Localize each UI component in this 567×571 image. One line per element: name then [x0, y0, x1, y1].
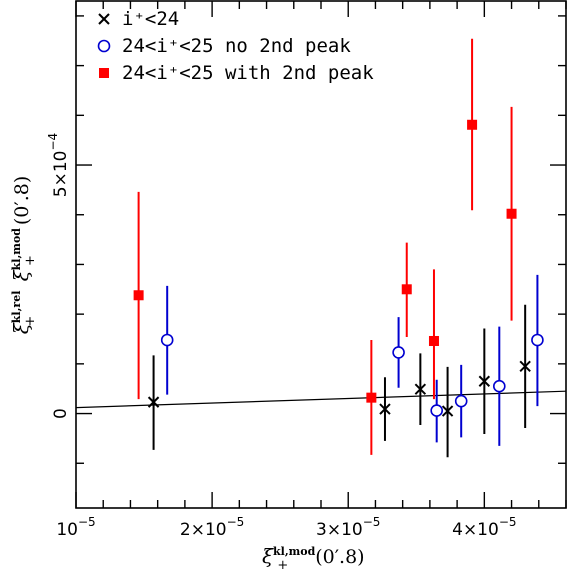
series-3 — [133, 38, 517, 455]
x-axis-title: ξkl,mod + (0′.8) — [262, 544, 365, 571]
legend-marker — [99, 68, 109, 78]
legend: i⁺<24 24<i⁺<25 no 2nd peak 24<i⁺<25 with 2… — [97, 8, 374, 84]
legend-label: i⁺<24 — [122, 8, 179, 30]
x-tick-label: 10−5 — [56, 515, 95, 540]
data-point-square — [506, 208, 517, 219]
y-tick-label: 5×10−4 — [46, 133, 71, 197]
legend-marker — [98, 13, 110, 25]
series-2 — [160, 274, 544, 446]
data-point-cross — [147, 396, 160, 408]
data-point-circle — [392, 346, 405, 359]
data-point-circle — [430, 404, 443, 417]
axis-ticks: 10−5 2×10−5 3×10−5 4×10−5 0 5×10−4 — [46, 1, 567, 540]
data-point-cross — [519, 360, 531, 373]
data-point-circle — [493, 379, 506, 393]
legend-marker — [97, 39, 111, 53]
data-point-cross — [379, 403, 391, 415]
data-point-cross — [478, 375, 491, 387]
x-tick-label: 2×10−5 — [180, 515, 244, 540]
data-point-square — [428, 335, 439, 346]
series-1 — [147, 304, 531, 458]
data-point-circle — [454, 394, 468, 408]
data-point-cross — [414, 383, 427, 395]
y-tick-label: 0 — [51, 408, 71, 419]
y-axis-label: ξkl,rel+ ξkl,mod+(0′.8) — [9, 176, 38, 334]
data-point-cross — [441, 405, 454, 417]
data-point-square — [467, 119, 478, 130]
data-point-square — [133, 290, 144, 301]
data-point-square — [401, 284, 412, 295]
data-points-layer — [133, 38, 544, 458]
data-point-circle — [160, 333, 174, 347]
x-tick-label: 3×10−5 — [316, 515, 380, 540]
data-point-circle — [531, 333, 544, 347]
x-axis-label: ξkl,mod + (0′.8) — [262, 544, 365, 571]
y-axis-title: ξkl,rel+ ξkl,mod+(0′.8) — [9, 176, 38, 334]
data-point-square — [366, 392, 377, 403]
legend-label: 24<i⁺<25 no 2nd peak — [122, 35, 351, 57]
legend-label: 24<i⁺<25 with 2nd peak — [122, 62, 374, 84]
x-tick-label: 4×10−5 — [452, 515, 516, 540]
